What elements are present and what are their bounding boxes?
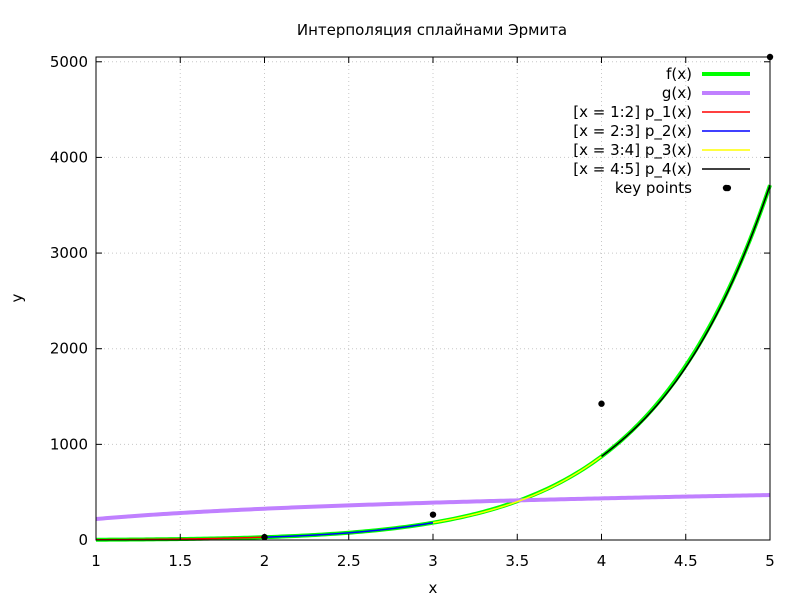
series-line [95,184,772,542]
legend-label: [x = 4:5] p_4(x) [573,160,692,179]
x-tick-label: 4.5 [674,552,698,570]
y-tick-label: 1000 [50,435,88,453]
series-line [264,521,434,538]
legend-label: [x = 2:3] p_2(x) [573,122,692,141]
key-point [429,511,437,518]
axis-ticks: 1 1.5 2 2.5 3 3.5 4 4.5 5 0 1000 2000 3000 4000 5000 [50,53,775,570]
legend-swatch [722,184,730,192]
y-tick-label: 4000 [50,148,88,166]
legend-label: [x = 3:4] p_3(x) [573,141,692,160]
y-tick-label: 5000 [50,53,88,71]
series-line [432,455,602,524]
key-point [598,400,605,407]
series-line [601,184,771,458]
x-tick-label: 3.5 [505,552,529,570]
y-tick-label: 3000 [50,244,88,262]
legend-label: key points [615,179,692,197]
y-tick-label: 2000 [50,340,88,358]
x-tick-label: 2 [260,552,270,570]
legend-label: g(x) [662,84,692,102]
legend-label: [x = 1:2] p_1(x) [573,103,692,122]
x-tick-label: 2.5 [337,552,361,570]
x-tick-label: 1.5 [168,552,192,570]
x-tick-label: 3 [428,552,438,570]
x-tick-label: 1 [91,552,101,570]
legend-label: f(x) [666,65,692,83]
x-axis-label: x [429,579,438,597]
series-line [95,493,771,522]
legend: f(x)g(x)[x = 1:2] p_1(x)[x = 2:3] p_2(x)… [573,65,750,197]
y-axis-label: y [8,293,26,302]
x-tick-label: 5 [765,552,775,570]
y-tick-label: 0 [78,531,88,549]
x-tick-label: 4 [597,552,607,570]
chart-title: Интерполяция сплайнами Эрмита [297,21,567,39]
series-layer [95,184,772,542]
